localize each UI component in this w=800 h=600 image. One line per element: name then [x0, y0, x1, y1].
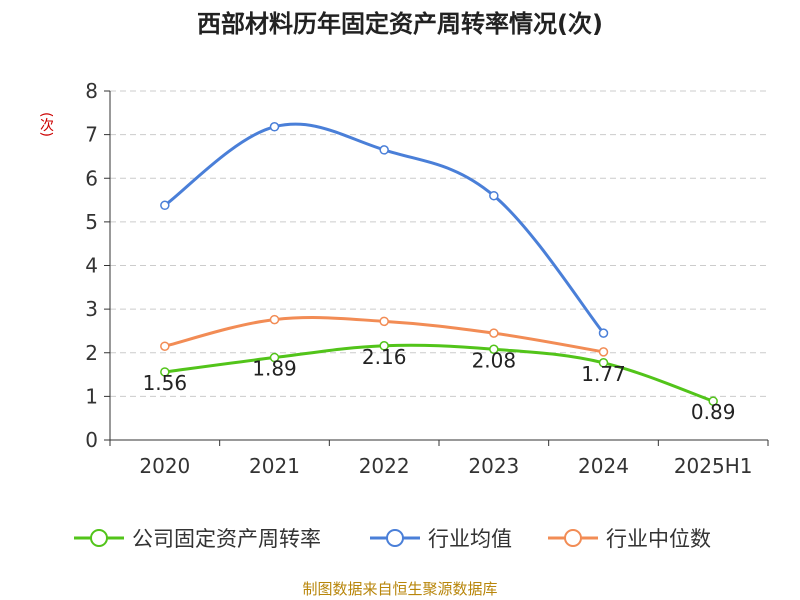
data-label: 2.08: [472, 348, 517, 372]
data-label: 1.77: [581, 362, 626, 386]
x-tick-label: 2021: [249, 454, 300, 478]
data-point: [160, 367, 170, 377]
y-tick-label: 6: [85, 166, 98, 190]
data-point: [708, 396, 718, 406]
data-label: 2.16: [362, 345, 407, 369]
x-tick-label: 2025H1: [674, 454, 753, 478]
data-point: [379, 145, 389, 155]
y-tick-label: 0: [85, 428, 98, 452]
data-point: [379, 341, 389, 351]
data-label: 1.56: [143, 371, 188, 395]
legend-label: 行业中位数: [606, 527, 711, 551]
data-point: [269, 314, 280, 325]
series-line-1: [163, 122, 605, 335]
series-line-0: [164, 343, 714, 403]
x-tick-label: 2024: [578, 454, 629, 478]
legend-marker-icon: [386, 529, 404, 547]
y-tick-label: 5: [85, 210, 98, 234]
data-point: [379, 316, 389, 327]
legend-label: 公司固定资产周转率: [132, 527, 321, 551]
y-tick-label: 7: [85, 123, 98, 147]
x-tick-label: 2020: [139, 454, 190, 478]
data-point: [489, 328, 499, 338]
legend-label: 行业均值: [428, 527, 512, 551]
data-label: 0.89: [691, 400, 736, 424]
y-tick-label: 3: [85, 297, 98, 321]
data-point: [489, 190, 499, 201]
x-tick-label: 2023: [468, 454, 519, 478]
data-point: [269, 352, 280, 363]
data-point: [269, 122, 280, 132]
data-point: [489, 344, 499, 355]
source-note: 制图数据来自恒生聚源数据库: [302, 580, 498, 598]
y-axis-unit: (次): [38, 112, 54, 137]
data-label: 1.89: [252, 357, 297, 381]
legend-marker-icon: [90, 529, 108, 547]
x-tick-label: 2022: [359, 454, 410, 478]
y-tick-label: 8: [85, 79, 98, 103]
data-point: [598, 328, 609, 338]
data-point: [598, 358, 609, 368]
y-tick-label: 1: [85, 384, 98, 408]
legend-marker-icon: [564, 529, 582, 547]
data-point: [160, 341, 170, 351]
data-point: [160, 200, 170, 211]
chart-title: 西部材料历年固定资产周转率情况(次): [197, 10, 603, 38]
y-tick-label: 4: [85, 254, 98, 278]
y-tick-label: 2: [85, 341, 98, 365]
data-point: [598, 347, 609, 357]
